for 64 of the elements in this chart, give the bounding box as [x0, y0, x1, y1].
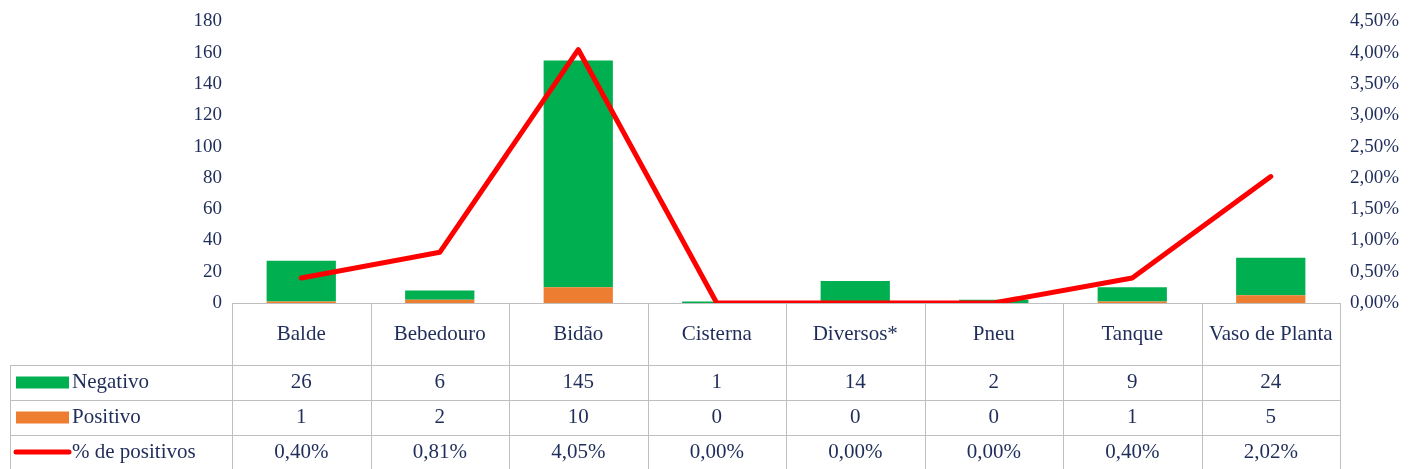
y-tick-label: 40	[203, 228, 222, 250]
y-tick-label: 20	[203, 259, 222, 281]
data-label: 24	[1260, 369, 1282, 394]
bar	[266, 260, 336, 302]
data-label: 10	[567, 404, 589, 429]
legend-label: Positivo	[72, 404, 141, 429]
y-tick-label: 0	[212, 290, 222, 312]
y-tick-label: 160	[193, 40, 222, 62]
y-tick-label: 180	[193, 9, 222, 31]
y-tick-label: 60	[203, 197, 222, 219]
y2-tick-label: 2,00%	[1350, 165, 1400, 187]
y-tick-label: 80	[203, 165, 222, 187]
x-tick-label: Tanque	[1101, 320, 1164, 345]
data-label: 2	[434, 404, 445, 429]
data-label: 0	[850, 404, 861, 429]
y2-tick-label: 0,50%	[1350, 259, 1400, 281]
legend-label: Negativo	[72, 369, 149, 394]
y2-tick-label: 1,00%	[1350, 228, 1400, 250]
data-label: 0,40%	[274, 438, 329, 463]
bar	[1097, 287, 1167, 302]
y2-tick-label: 0,00%	[1350, 290, 1400, 312]
data-label: 1	[711, 369, 722, 394]
y2-tick-label: 2,50%	[1350, 134, 1400, 156]
y2-tick-label: 4,00%	[1350, 40, 1400, 62]
y2-tick-label: 3,00%	[1350, 103, 1400, 125]
data-label: 1	[1127, 404, 1138, 429]
data-label: 0,00%	[828, 438, 883, 463]
x-tick-label: Bidão	[553, 320, 604, 345]
data-label: 0,81%	[412, 438, 467, 463]
data-label: 9	[1127, 369, 1138, 394]
y2-tick-label: 3,50%	[1350, 71, 1400, 93]
bar	[405, 290, 475, 300]
y2-tick-label: 1,50%	[1350, 197, 1400, 219]
x-tick-label: Bebedouro	[393, 320, 486, 345]
y-tick-label: 140	[193, 71, 222, 93]
bar	[820, 281, 890, 303]
data-label: 0	[711, 404, 722, 429]
data-label: 0,40%	[1105, 438, 1160, 463]
bar	[1236, 257, 1306, 296]
bar	[543, 287, 613, 303]
legend-label: % de positivos	[72, 438, 196, 463]
bar	[543, 60, 613, 288]
x-tick-label: Balde	[276, 320, 326, 345]
data-label: 145	[562, 369, 594, 394]
bar	[405, 299, 475, 303]
data-label: 0,00%	[966, 438, 1021, 463]
y-tick-label: 120	[193, 103, 222, 125]
data-label: 6	[434, 369, 445, 394]
data-label: 2	[988, 369, 999, 394]
data-label: 0	[988, 404, 999, 429]
x-tick-label: Diversos*	[812, 320, 898, 345]
data-label: 5	[1265, 404, 1276, 429]
data-label: 1	[296, 404, 307, 429]
y2-tick-label: 4,50%	[1350, 9, 1400, 31]
data-label: 26	[290, 369, 312, 394]
x-tick-label: Vaso de Planta	[1208, 320, 1334, 345]
bar	[1236, 295, 1306, 303]
x-tick-label: Pneu	[972, 320, 1016, 345]
y-tick-label: 100	[193, 134, 222, 156]
x-tick-label: Cisterna	[681, 320, 753, 345]
data-label: 14	[844, 369, 867, 394]
data-label: 2,02%	[1243, 438, 1298, 463]
data-label: 0,00%	[689, 438, 744, 463]
data-label: 4,05%	[551, 438, 606, 463]
